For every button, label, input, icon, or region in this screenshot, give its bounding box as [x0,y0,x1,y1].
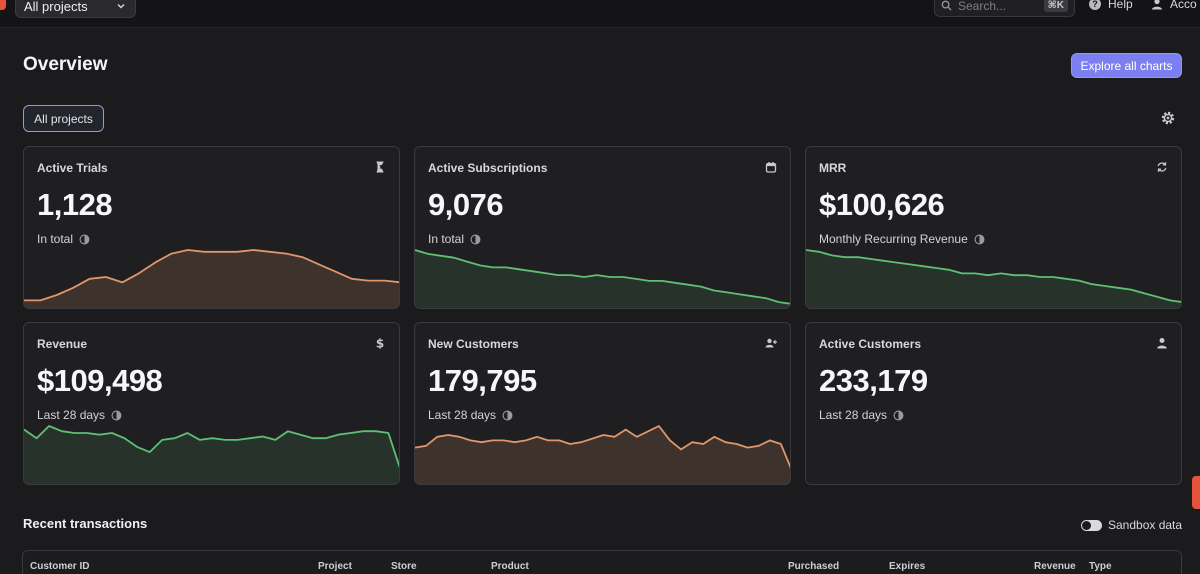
card-title: Active Subscriptions [428,161,548,175]
sparkline-chart [806,249,1181,308]
column-header[interactable]: Customer ID [30,561,90,572]
metric-card-mrr[interactable]: MRR $100,626 Monthly Recurring Revenue [805,146,1182,309]
card-subtitle-text: In total [428,232,465,246]
sparkline-chart [415,249,790,308]
refresh-icon [1157,162,1167,172]
toggle-switch[interactable] [1081,519,1102,531]
app-logo[interactable] [0,0,6,10]
card-subtitle: Last 28 days [819,408,904,422]
svg-text:$: $ [376,337,384,349]
metric-card-new-customers[interactable]: New Customers 179,795 Last 28 days [414,322,791,485]
info-icon[interactable] [974,234,985,245]
sparkline-chart [24,249,399,308]
recent-transactions-title: Recent transactions [23,516,148,531]
account-label: Acco [1170,0,1197,11]
card-value: $109,498 [37,363,163,398]
user-icon [1152,0,1162,10]
column-header[interactable]: Project [318,561,352,572]
sandbox-label: Sandbox data [1108,518,1183,532]
card-value: 1,128 [37,187,113,222]
card-subtitle-text: Last 28 days [428,408,497,422]
column-header[interactable]: Product [491,561,529,572]
top-bar: All projects Search... ⌘K ? Help Acco [0,0,1200,28]
search-placeholder: Search... [958,0,1007,13]
sparkline-line [415,249,790,305]
info-icon[interactable] [470,234,481,245]
metric-card-active-trials[interactable]: Active Trials 1,128 In total [23,146,400,309]
card-title: Revenue [37,337,88,351]
card-title: Active Customers [819,337,922,351]
help-label: Help [1108,0,1133,11]
card-subtitle: Last 28 days [428,408,513,422]
gear-icon[interactable] [1160,110,1176,126]
sparkline-area [806,250,1181,308]
card-value: 9,076 [428,187,504,222]
project-selector[interactable]: All projects [15,0,136,18]
explore-all-charts-button[interactable]: Explore all charts [1071,53,1182,78]
card-value: 233,179 [819,363,928,398]
info-icon[interactable] [893,410,904,421]
card-subtitle: In total [428,232,481,246]
page-title: Overview [23,54,108,75]
search-input[interactable]: Search... ⌘K [934,0,1075,17]
add-user-icon [765,338,777,348]
card-value: $100,626 [819,187,945,222]
column-header[interactable]: Expires [889,561,926,572]
card-subtitle-text: Last 28 days [819,408,888,422]
sparkline-line [24,425,399,469]
hourglass-icon [376,161,384,173]
transactions-table-header: Customer ID Project Store Product Purcha… [22,550,1182,574]
metric-card-revenue[interactable]: Revenue $ $109,498 Last 28 days [23,322,400,485]
sparkline-area [415,250,790,308]
sparkline-area [24,250,399,308]
info-icon[interactable] [502,410,513,421]
dollar-icon: $ [376,337,384,349]
card-subtitle: In total [37,232,90,246]
card-title: MRR [819,161,847,175]
calendar-icon [765,162,777,173]
project-filter-chip[interactable]: All projects [23,105,104,132]
card-subtitle-text: Monthly Recurring Revenue [819,232,968,246]
metric-card-active-subscriptions[interactable]: Active Subscriptions 9,076 In total [414,146,791,309]
help-link[interactable]: ? Help [1089,0,1133,11]
card-subtitle-text: In total [37,232,74,246]
search-icon [941,0,952,11]
column-header[interactable]: Store [391,561,417,572]
sparkline-line [806,249,1181,303]
card-title: Active Trials [37,161,108,175]
account-menu[interactable]: Acco [1151,0,1197,11]
card-value: 179,795 [428,363,537,398]
sandbox-toggle[interactable]: Sandbox data [1081,518,1182,532]
sparkline-area [415,426,790,484]
sparkline-chart [24,425,399,484]
card-subtitle-text: Last 28 days [37,408,106,422]
info-icon[interactable] [79,234,90,245]
metric-card-active-customers[interactable]: Active Customers 233,179 Last 28 days [805,322,1182,485]
toggle-knob [1082,520,1091,530]
info-icon[interactable] [111,410,122,421]
card-subtitle: Monthly Recurring Revenue [819,232,985,246]
card-subtitle: Last 28 days [37,408,122,422]
project-selector-label: All projects [24,0,88,14]
sparkline-chart [415,425,790,484]
search-shortcut: ⌘K [1043,0,1068,12]
help-icon: ? [1089,0,1101,10]
feedback-tab[interactable] [1192,476,1200,509]
sparkline-area [24,426,399,484]
sparkline-line [415,425,790,469]
user-icon [1157,338,1167,349]
column-header[interactable]: Purchased [788,561,840,572]
chevron-down-icon [117,3,125,9]
column-header[interactable]: Type [1089,561,1112,572]
card-title: New Customers [428,337,519,351]
column-header[interactable]: Revenue [1034,561,1076,572]
sparkline-line [24,249,399,302]
